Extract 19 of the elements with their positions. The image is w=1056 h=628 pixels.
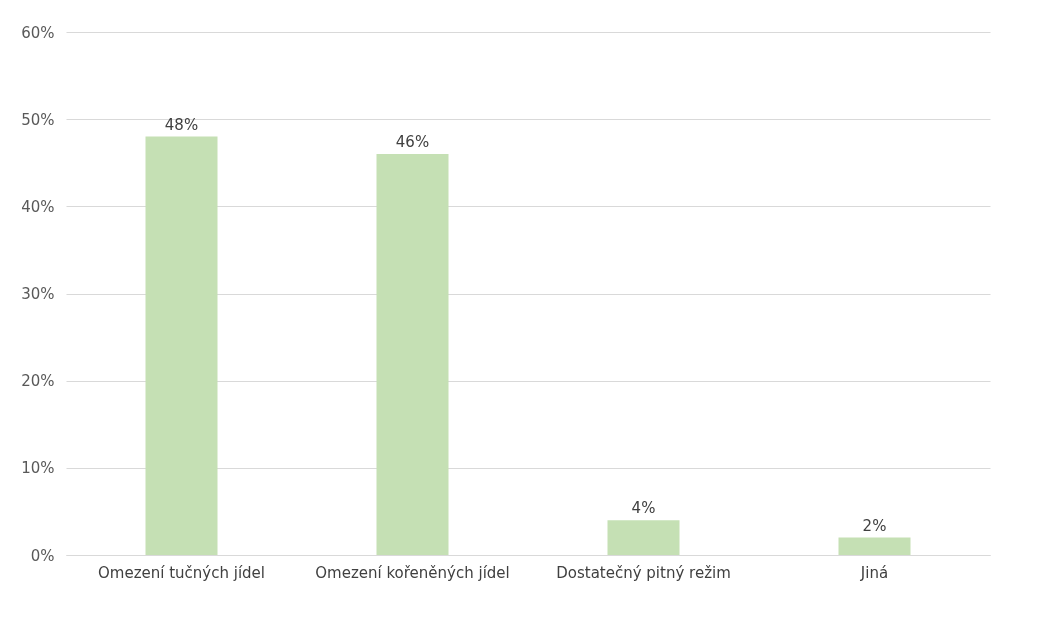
x-tick-label: Omezení tučných jídel xyxy=(98,563,265,582)
data-label: 46% xyxy=(395,133,430,152)
y-tick-label: 30% xyxy=(21,285,55,303)
y-tick-label: 40% xyxy=(21,197,55,216)
data-label: 4% xyxy=(631,499,656,518)
x-tick-label: Jiná xyxy=(859,563,889,582)
y-tick-label: 60% xyxy=(21,23,55,42)
bar xyxy=(838,537,911,555)
bar xyxy=(376,154,449,555)
data-label: 2% xyxy=(862,516,887,535)
bar xyxy=(145,136,218,555)
x-tick-label: Omezení kořeněných jídel xyxy=(315,563,510,582)
x-tick-label: Dostatečný pitný režim xyxy=(556,563,731,582)
bar xyxy=(607,520,680,555)
data-label: 48% xyxy=(164,115,199,134)
y-tick-label: 0% xyxy=(30,546,55,565)
y-tick-label: 50% xyxy=(21,110,55,129)
y-tick-label: 10% xyxy=(21,459,55,478)
y-tick-label: 20% xyxy=(21,372,55,391)
